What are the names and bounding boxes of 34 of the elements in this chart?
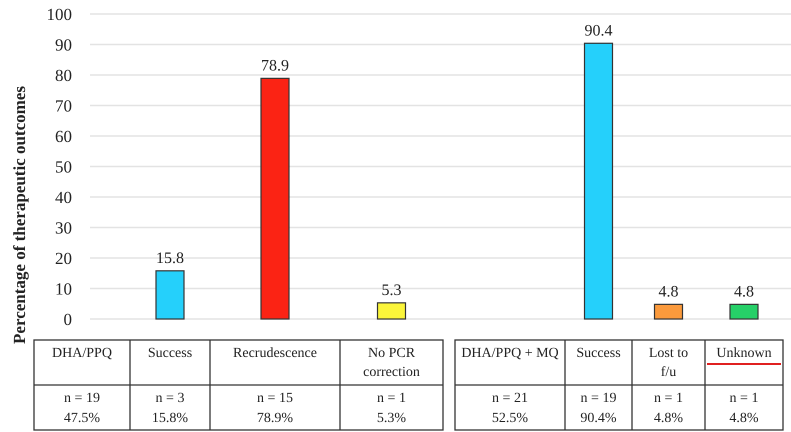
text: n = 21 52.5%: [492, 391, 528, 426]
text: n = 15 78.9%: [256, 391, 294, 426]
y-tick-label: 70: [55, 96, 72, 116]
data-label: 15.8: [156, 250, 184, 267]
text: n = 1 4.8%: [654, 391, 684, 426]
y-tick-label: 50: [55, 158, 72, 176]
data-label: 4.8: [734, 283, 754, 300]
y-tick-label: 20: [55, 249, 72, 268]
y-tick-label: 10: [55, 280, 72, 298]
text: n = 3 15.8%: [152, 391, 188, 426]
text: n = 19 47.5%: [64, 391, 100, 426]
x-tick-label: Recrudescence: [233, 346, 317, 361]
y-tick-label: 100: [46, 5, 72, 24]
x-tick-label: Success: [148, 346, 192, 361]
x-tick-label: Success: [576, 346, 621, 361]
y-tick-label: 40: [55, 188, 72, 207]
y-tick-label: 90: [55, 36, 72, 54]
data-label: 90.4: [584, 22, 612, 40]
data-label: 5.3: [382, 282, 402, 299]
x-tick-label: DHA/PPQ + MQ: [461, 346, 559, 361]
y-tick-label: 30: [55, 218, 72, 238]
y-axis-title: Percentage of therapeutic outcomes: [10, 86, 29, 344]
x-tick-label: No PCR correction: [363, 346, 420, 380]
data-label: 4.8: [658, 283, 678, 300]
y-tick-label: 0: [64, 310, 72, 329]
x-tick-label: Lost to f/u: [648, 346, 688, 380]
y-tick-label: 60: [55, 127, 72, 146]
text: n = 19 90.4%: [580, 391, 617, 426]
x-tick-label: Unknown: [716, 346, 772, 361]
x-tick-label: DHA/PPQ: [52, 346, 112, 361]
text: n = 1 5.3%: [376, 391, 406, 426]
data-label: 78.9: [261, 57, 289, 74]
text: n = 1 4.8%: [729, 391, 759, 426]
y-tick-label: 80: [55, 66, 72, 85]
